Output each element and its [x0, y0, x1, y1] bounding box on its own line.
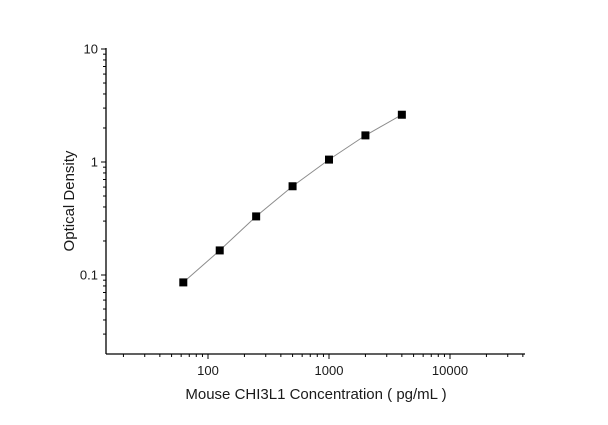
y-tick-labels: 0.1 1 10	[80, 42, 98, 283]
y-axis-title: Optical Density	[61, 150, 78, 251]
data-point-marker	[397, 110, 406, 119]
data-point-marker	[215, 246, 224, 255]
data-point-marker	[361, 131, 370, 140]
data-point-marker	[252, 212, 261, 221]
y-tick-label: 1	[91, 155, 98, 170]
data-point-marker	[288, 182, 297, 191]
data-point-marker	[325, 155, 333, 164]
x-tick-label: 10000	[432, 363, 468, 378]
x-tick-label: 1000	[315, 363, 344, 378]
data-point-marker	[179, 278, 188, 287]
x-tick-labels: 100 1000 10000	[197, 363, 468, 378]
data-point-markers	[179, 110, 406, 287]
y-tick-label: 10	[84, 42, 98, 57]
x-axis-ticks	[122, 354, 524, 359]
x-tick-label: 100	[197, 363, 219, 378]
y-axis-ticks	[101, 48, 106, 335]
x-axis-title: Mouse CHI3L1 Concentration ( pg/mL )	[185, 386, 446, 403]
axes	[105, 48, 525, 355]
standard-curve-line	[182, 114, 403, 283]
y-tick-label: 0.1	[80, 268, 98, 283]
